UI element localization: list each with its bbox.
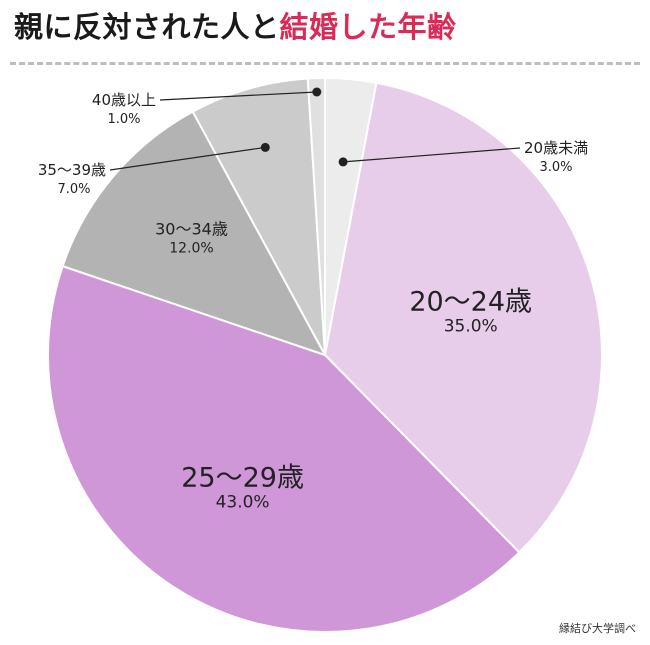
slice-value-20-24: 35.0%: [444, 317, 498, 337]
chart-title-part2: 結婚した年齢: [279, 10, 457, 44]
pie-slice-25-29: [47, 264, 521, 633]
callout-dot-40-plus: [312, 87, 322, 97]
slice-value-30-34: 12.0%: [169, 241, 213, 257]
slice-label-under-20: 20歳未満: [524, 139, 588, 157]
slice-label-25-29: 25〜29歳: [181, 462, 304, 493]
chart-title: 親に反対された人と結婚した年齢: [14, 10, 457, 45]
pie-slice-20-24: [323, 81, 604, 554]
source-note: 縁結び大学調べ: [559, 622, 636, 635]
callout-line-35-39: [109, 146, 266, 171]
callout-line-40-plus: [159, 91, 317, 101]
pie-slices: [47, 76, 604, 633]
title-divider: [10, 62, 640, 65]
slice-label-30-34: 30〜34歳: [155, 220, 228, 239]
slice-value-40-plus: 1.0%: [107, 112, 140, 127]
callout-line-under-20: [343, 147, 521, 163]
chart-title-part1: 親に反対された人と: [14, 10, 280, 44]
slice-label-40-plus: 40歳以上: [92, 91, 156, 109]
callout-dot-35-39: [260, 142, 270, 152]
pie-slice-40-plus: [306, 76, 326, 356]
callout-dot-under-20: [338, 157, 348, 167]
pie-slice-35-39: [191, 77, 326, 356]
slice-value-35-39: 7.0%: [57, 182, 90, 197]
slice-label-20-24: 20〜24歳: [409, 287, 532, 318]
slice-value-25-29: 43.0%: [216, 492, 270, 512]
slice-label-35-39: 35〜39歳: [38, 161, 106, 179]
pie-slice-30-34: [61, 110, 328, 357]
slice-value-under-20: 3.0%: [539, 160, 572, 175]
